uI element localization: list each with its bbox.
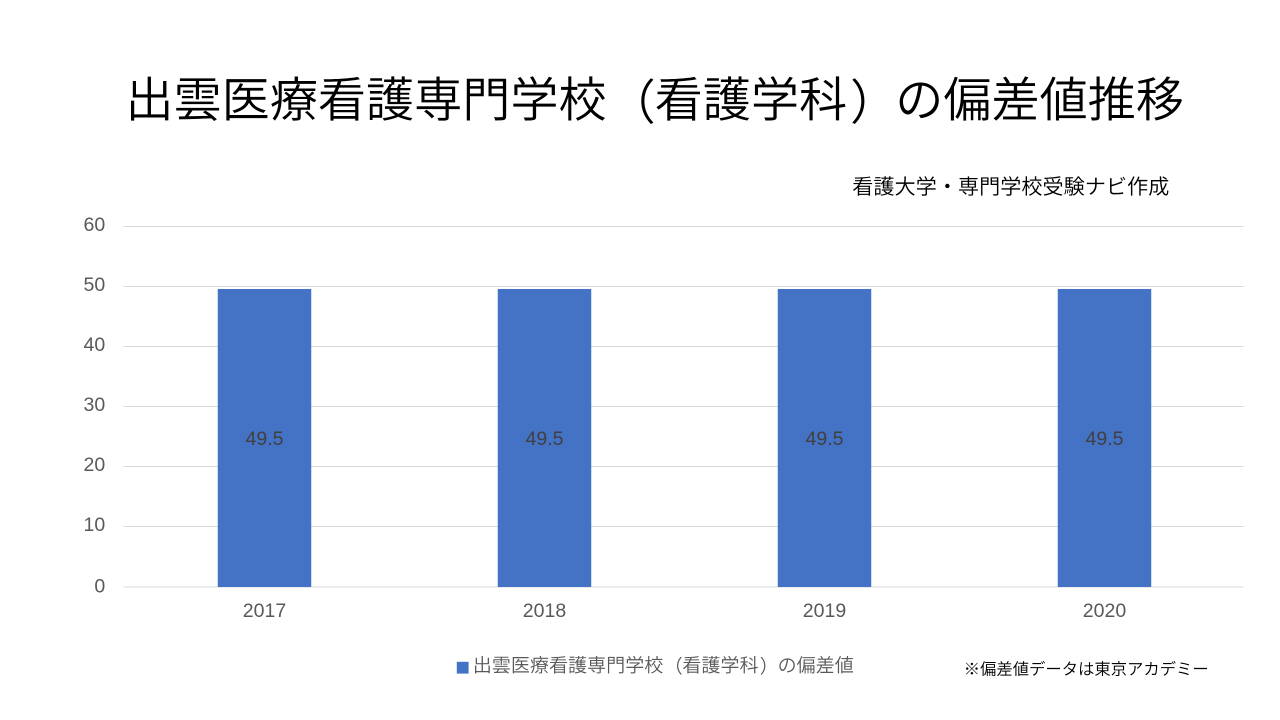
svg-text:10: 10 [83, 514, 105, 536]
svg-text:20: 20 [83, 454, 105, 476]
svg-text:40: 40 [83, 334, 105, 356]
svg-text:49.5: 49.5 [806, 428, 844, 450]
svg-text:2018: 2018 [523, 600, 566, 622]
svg-text:2019: 2019 [803, 600, 846, 622]
svg-text:0: 0 [94, 576, 105, 598]
svg-text:49.5: 49.5 [526, 428, 564, 450]
svg-text:2017: 2017 [243, 600, 286, 622]
svg-text:2020: 2020 [1083, 600, 1127, 622]
svg-text:49.5: 49.5 [1086, 428, 1124, 450]
svg-text:60: 60 [83, 214, 105, 236]
svg-text:49.5: 49.5 [246, 428, 284, 450]
svg-text:50: 50 [83, 274, 105, 296]
svg-text:30: 30 [83, 394, 105, 416]
